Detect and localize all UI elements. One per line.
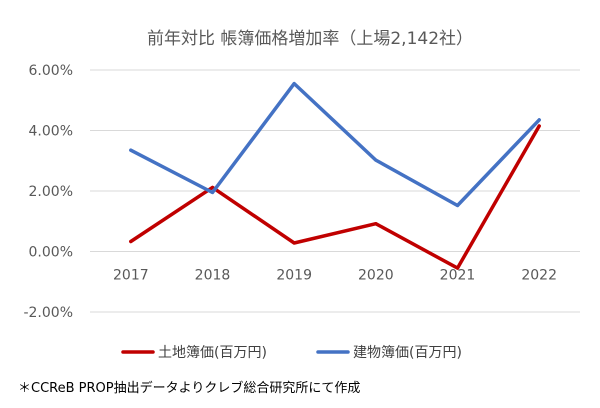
y-tick-label: 0.00% <box>29 245 73 261</box>
data-point <box>374 158 378 162</box>
data-point <box>292 241 296 245</box>
gridlines <box>90 69 580 313</box>
footnote: ＊CCReB PROP抽出データよりクレブ総合研究所にて作成 <box>18 380 360 396</box>
data-point <box>374 222 378 226</box>
data-point <box>292 82 296 86</box>
data-point <box>537 118 541 122</box>
x-tick-label: 2018 <box>195 268 231 284</box>
x-tick-label: 2022 <box>521 268 557 284</box>
x-tick-label: 2019 <box>276 268 312 284</box>
x-axis-ticks: 2017 2018 2019 2020 2021 2022 <box>113 268 557 284</box>
series-line-0 <box>129 124 541 270</box>
legend: 土地簿価(百万円) 建物簿価(百万円) <box>121 345 462 361</box>
data-point <box>456 204 459 208</box>
data-point <box>537 124 541 128</box>
legend-label: 土地簿価(百万円) <box>158 345 267 361</box>
y-tick-label: 2.00% <box>29 184 73 200</box>
y-tick-label: -2.00% <box>23 305 73 321</box>
x-tick-label: 2017 <box>113 268 149 284</box>
chart-title: 前年対比 帳簿価格増加率（上場2,142社） <box>147 29 473 49</box>
series-line-1 <box>129 81 541 208</box>
data-point <box>211 185 214 189</box>
data-point <box>211 191 214 195</box>
y-tick-label: 6.00% <box>29 63 73 79</box>
x-tick-label: 2020 <box>358 268 394 284</box>
series-lines <box>129 81 541 270</box>
data-point <box>129 148 133 152</box>
y-axis-ticks: 6.00% 4.00% 2.00% 0.00% -2.00% <box>23 63 73 321</box>
data-point <box>456 266 459 270</box>
x-tick-label: 2021 <box>440 268 476 284</box>
data-point <box>129 240 133 244</box>
y-tick-label: 4.00% <box>29 124 73 140</box>
legend-label: 建物簿価(百万円) <box>353 345 462 361</box>
